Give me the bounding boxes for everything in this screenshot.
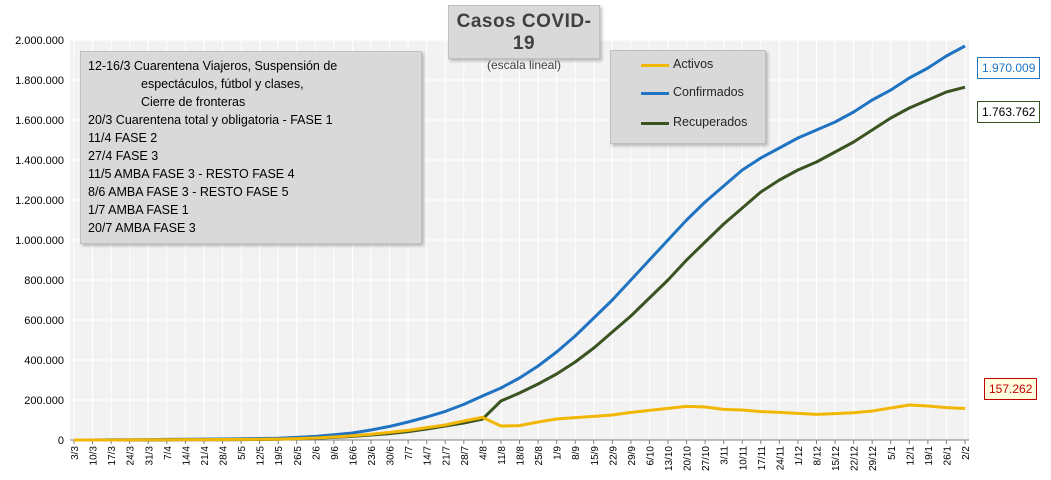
series-lines [74,44,966,442]
x-tick-label: 22/9 [608,446,619,466]
annotation-line: 11/5 AMBA FASE 3 - RESTO FASE 4 [88,167,295,181]
y-tick-label: 1.200.000 [15,195,64,207]
x-tick-label: 4/8 [478,446,489,460]
annotation-line: 27/4 FASE 3 [88,149,159,163]
x-tick-label: 21/7 [441,446,452,466]
x-tick-label: 26/1 [942,446,953,466]
x-tick-label: 6/10 [645,446,656,466]
x-tick-label: 8/9 [571,446,582,460]
x-tick-label: 31/3 [144,446,155,466]
annotation-line: 20/3 Cuarentena total y obligatoria - FA… [88,113,333,127]
x-tick-label: 16/6 [348,446,359,466]
y-tick-label: 600.000 [24,315,64,327]
x-tick-label: 1/12 [794,446,805,466]
x-tick-label: 28/7 [460,446,471,466]
x-tick-label: 25/8 [534,446,545,466]
x-tick-label: 18/8 [516,446,527,466]
x-tick-label: 3/11 [720,446,731,465]
x-tick-label: 2/2 [961,446,972,460]
x-tick-label: 24/3 [126,446,137,466]
y-tick-label: 400.000 [24,355,64,367]
x-tick-label: 19/5 [274,446,285,466]
x-tick-label: 10/11 [738,446,749,471]
x-tick-label: 5/5 [237,446,248,460]
annotation-line: Cierre de fronteras [141,95,246,109]
x-tick-label: 10/3 [89,446,100,466]
x-tick-label: 14/7 [423,446,434,466]
x-tick-label: 12/5 [256,446,267,466]
x-tick-label: 5/1 [887,446,898,460]
x-tick-label: 1/9 [553,446,564,460]
legend-swatch-recuperados [641,122,669,125]
legend-swatch-confirmados [641,92,669,95]
x-tick-label: 11/8 [497,446,508,465]
y-tick-label: 1.800.000 [15,75,64,87]
end-label-activos: 157.262 [984,378,1038,400]
end-label-recuperados: 1.763.762 [977,101,1041,123]
x-tick-label: 26/5 [293,446,304,466]
x-tick-label: 29/9 [627,446,638,466]
x-tick-label: 30/6 [386,446,397,466]
x-tick-label: 27/10 [701,446,712,471]
x-tick-label: 28/4 [219,446,230,466]
legend-label-activos: Activos [673,57,714,71]
legend-label-confirmados: Confirmados [673,85,744,99]
chart-title-box: Casos COVID-19 (escala lineal) [448,5,600,72]
annotations-box: 12-16/3 Cuarentena Viajeros, Suspensión … [80,51,422,244]
x-tick-label: 2/6 [311,446,322,460]
y-tick-label: 200.000 [24,395,64,407]
x-tick-label: 7/7 [404,446,415,460]
y-tick-label: 1.000.000 [15,235,64,247]
x-tick-label: 17/3 [107,446,118,466]
annotation-line: espectáculos, fútbol y clases, [141,77,304,91]
x-tick-label: 12/1 [905,446,916,466]
annotation-line: 20/7 AMBA FASE 3 [88,221,196,235]
x-tick-label: 7/4 [163,446,174,460]
y-tick-label: 2.000.000 [15,35,64,47]
y-axis: 0 200.000 400.000 600.000 800.000 1.000.000 1.… [15,35,64,447]
x-tick-label: 13/10 [664,446,675,471]
x-tick-label: 22/12 [850,446,861,471]
legend: Activos Confirmados Recuperados [610,50,766,144]
legend-label-recuperados: Recuperados [673,115,748,129]
x-tick-label: 24/11 [775,446,786,471]
y-tick-label: 1.600.000 [15,115,64,127]
x-tick-label: 8/12 [813,446,824,466]
x-tick-label: 9/6 [330,446,341,460]
x-tick-label: 20/10 [683,446,694,471]
end-label-confirmados: 1.970.009 [977,57,1041,79]
annotation-line: 1/7 AMBA FASE 1 [88,203,189,217]
annotation-line: 11/4 FASE 2 [88,131,158,145]
x-tick-label: 19/1 [924,446,935,466]
x-tick-label: 29/12 [868,446,879,471]
chart-subtitle: (escala lineal) [486,58,562,72]
x-tick-label: 3/3 [70,446,81,460]
x-tick-label: 21/4 [200,446,211,466]
x-tick-label: 17/11 [757,446,768,471]
x-tick-label: 14/4 [181,446,192,466]
legend-swatch-activos [641,64,669,67]
y-tick-label: 800.000 [24,275,64,287]
x-tick-label: 15/9 [590,446,601,466]
annotation-line: 8/6 AMBA FASE 3 - RESTO FASE 5 [88,185,289,199]
series-line-activos [74,403,966,442]
chart-title: Casos COVID-19 [456,11,592,54]
x-tick-label: 23/6 [367,446,378,466]
y-tick-label: 0 [58,435,64,447]
x-axis: 3/3 10/3 17/3 24/3 31/3 7/4 14/4 21/4 28/4 5/5 12/… [70,439,972,471]
y-tick-label: 1.400.000 [15,155,64,167]
annotation-line: 12-16/3 Cuarentena Viajeros, Suspensión … [88,59,338,73]
x-tick-label: 15/12 [831,446,842,471]
